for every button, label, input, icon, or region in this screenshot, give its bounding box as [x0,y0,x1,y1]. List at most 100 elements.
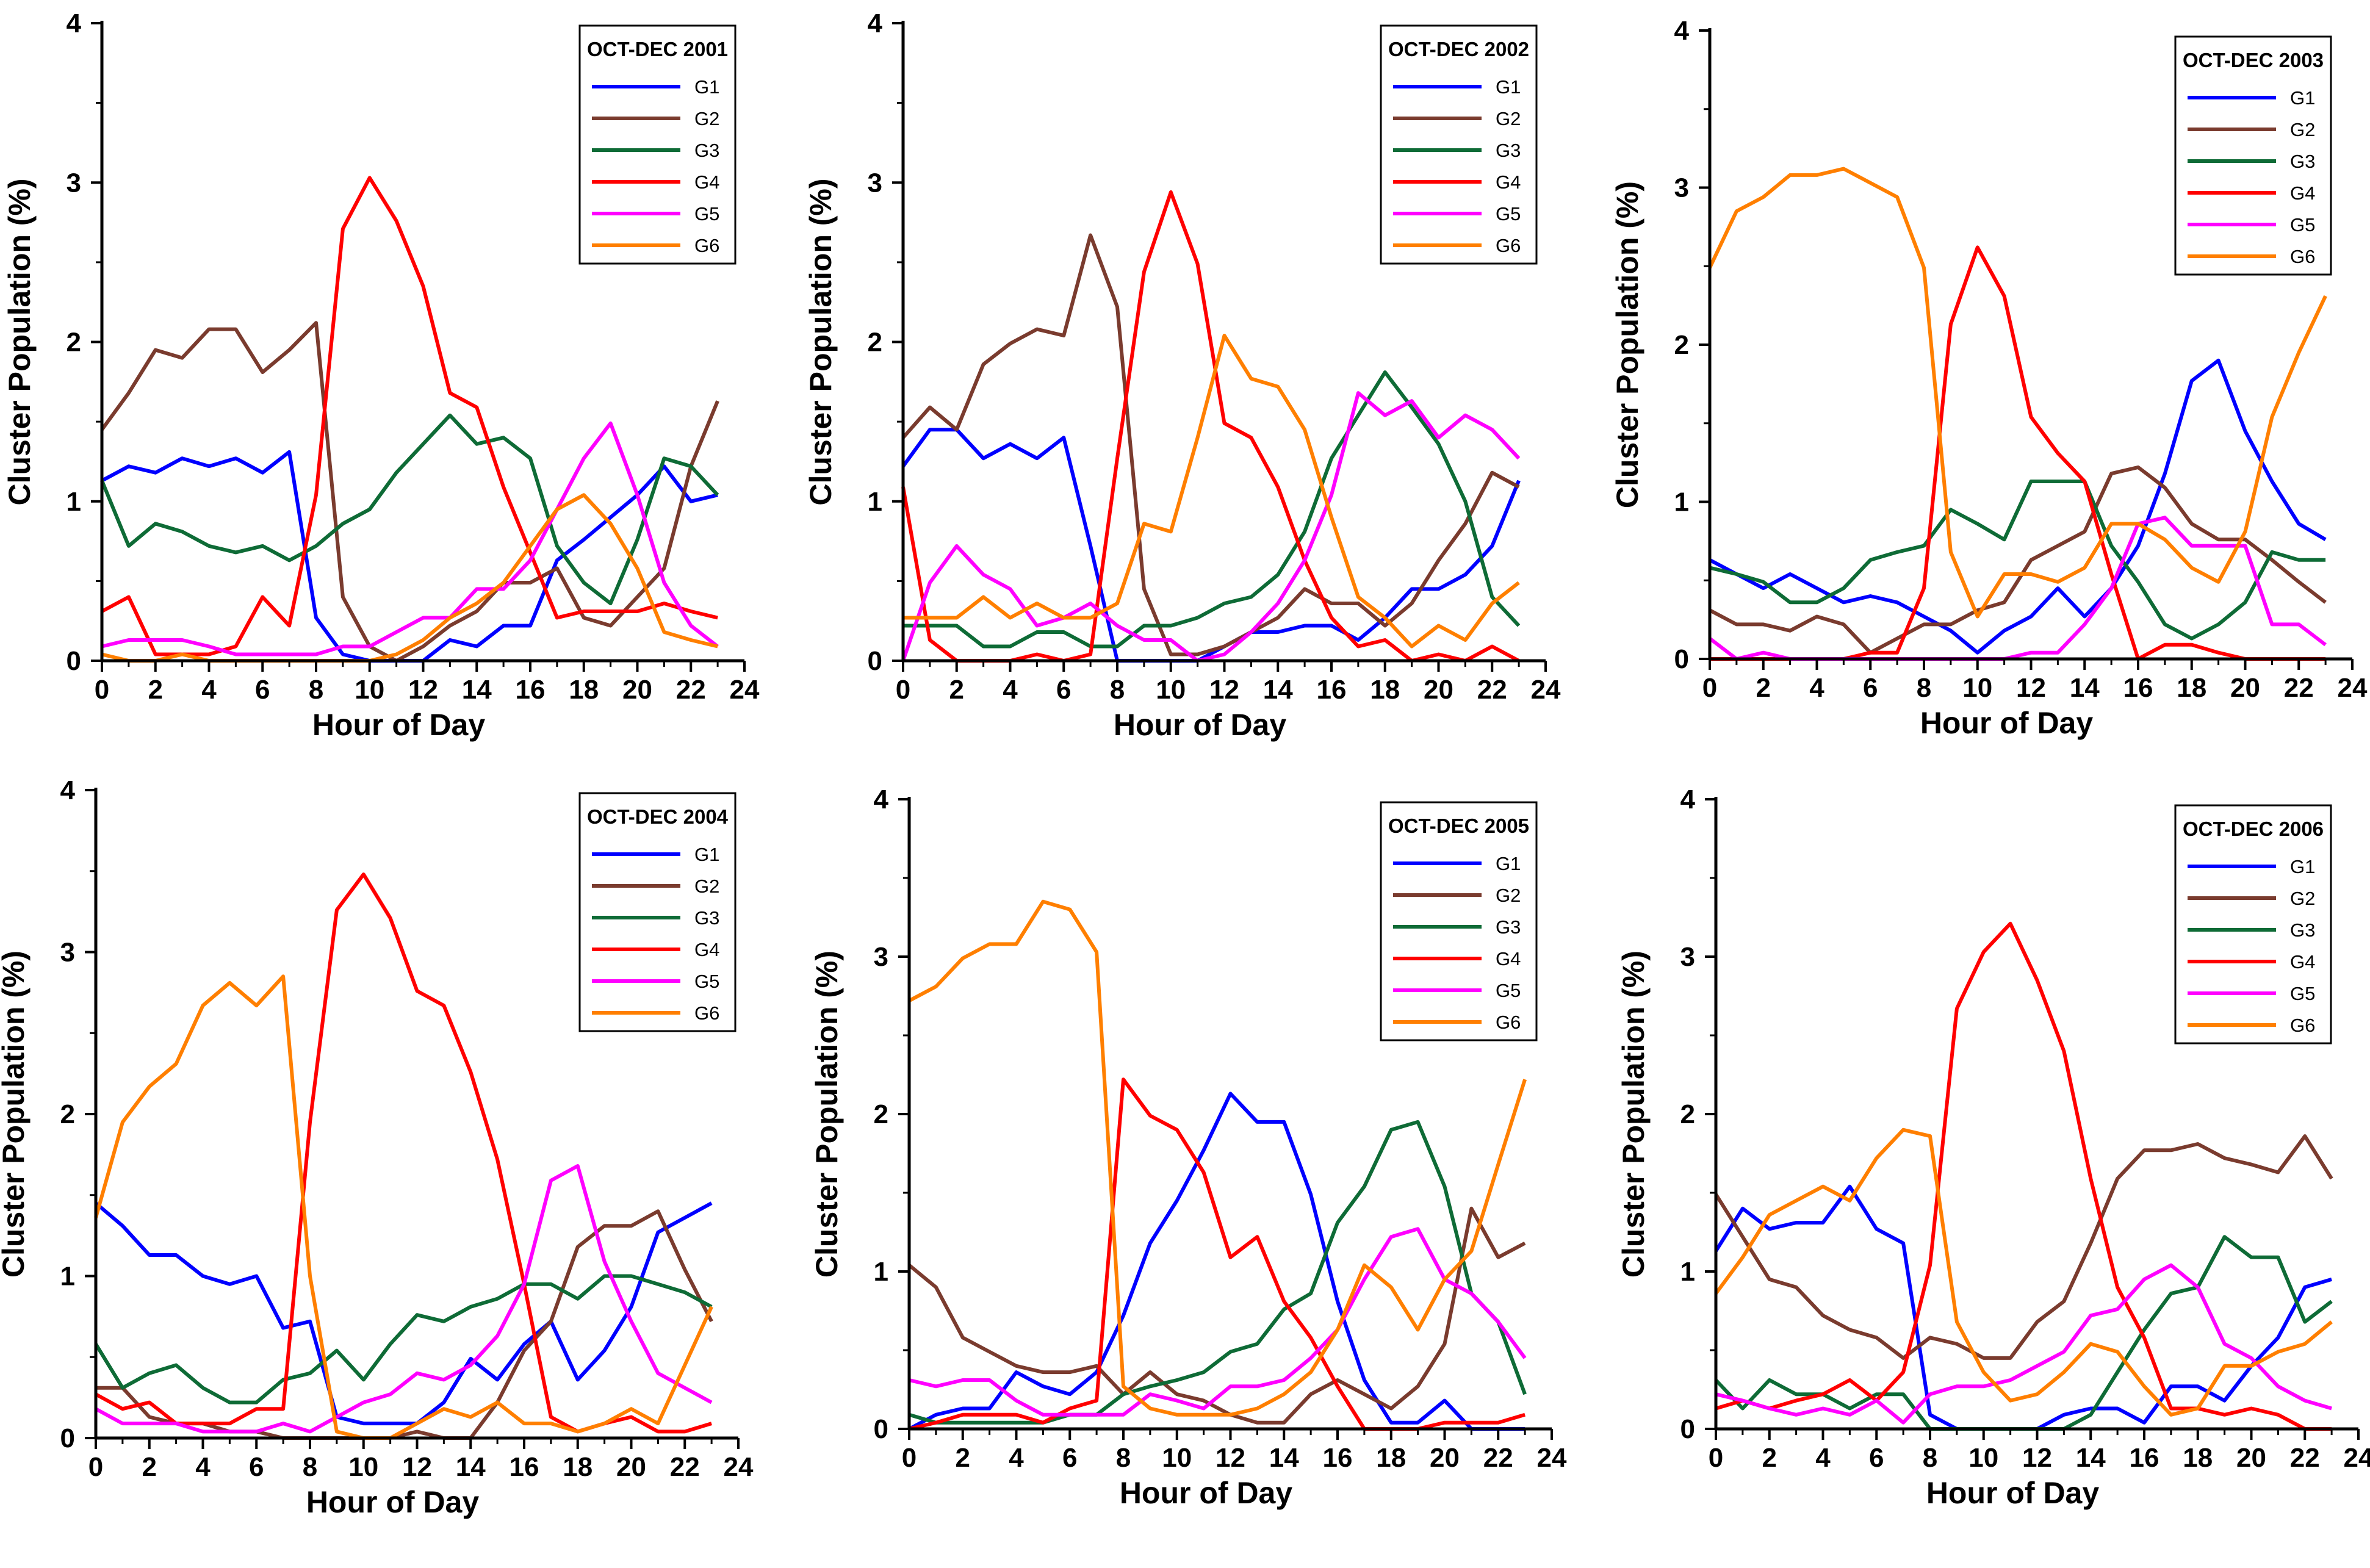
y-tick-label: 1 [868,487,882,517]
x-tick-label: 4 [1809,673,1824,703]
x-tick-label: 22 [1483,1443,1513,1473]
legend-label-g2: G2 [694,108,719,129]
legend-label-g3: G3 [1496,140,1521,161]
series-line-g6 [101,493,718,663]
x-tick-label: 16 [1323,1443,1353,1473]
x-tick-label: 0 [1709,1443,1723,1473]
legend-label-g6: G6 [694,235,719,256]
series-line-g6 [1714,1127,2333,1417]
legend-label-g2: G2 [694,876,719,897]
series-line-g3 [903,370,1521,649]
x-tick-label: 8 [1917,673,1931,703]
series-line-g1 [1709,358,2327,655]
y-tick-label: 2 [1680,1099,1695,1129]
x-tick-label: 6 [1056,675,1071,705]
x-tick-label: 24 [724,1452,754,1482]
y-tick-label: 1 [1680,1257,1695,1287]
x-tick-label: 16 [2130,1443,2159,1473]
x-tick-label: 20 [616,1452,646,1482]
x-tick-label: 10 [1156,675,1186,705]
x-tick-label: 14 [1263,675,1293,705]
legend-label-g1: G1 [2290,856,2315,877]
legend-box [1380,24,1538,265]
x-tick-label: 8 [303,1452,317,1482]
legend-label-g1: G1 [694,76,719,98]
x-axis-label: Hour of Day [1926,1476,2100,1510]
x-tick-label: 18 [2177,673,2206,703]
legend-label-g1: G1 [694,844,719,865]
legend: OCT-DEC 2004 G1 G2 G3 G4 G5 G6 [578,792,737,1032]
x-tick-label: 2 [1762,1443,1777,1473]
x-tick-label: 12 [2022,1443,2052,1473]
x-tick-label: 2 [148,675,163,705]
y-tick-label: 1 [874,1257,888,1287]
series-line-g2 [100,321,719,663]
x-tick-label: 22 [676,675,706,705]
x-tick-label: 12 [2016,673,2046,703]
x-tick-label: 2 [1756,673,1771,703]
legend-box [1380,801,1538,1041]
x-tick-label: 4 [1815,1443,1831,1473]
y-tick-label: 4 [868,9,883,38]
legend-label-g3: G3 [694,907,719,929]
x-tick-label: 22 [2284,673,2314,703]
legend-label-g2: G2 [1496,885,1521,906]
series-line-g5 [101,421,719,656]
y-axis-label: Cluster Population (%) [1616,951,1651,1278]
legend-label-g4: G4 [1496,948,1521,969]
x-tick-label: 0 [902,1443,917,1473]
series-line-g1 [101,450,718,663]
series-line-g3 [100,413,719,605]
legend-label-g5: G5 [2290,214,2315,236]
x-tick-label: 18 [2183,1443,2213,1473]
x-tick-label: 16 [2123,673,2153,703]
x-tick-label: 6 [1863,673,1878,703]
legend-title: OCT-DEC 2001 [587,38,728,60]
series-line-g3 [909,1120,1527,1425]
y-tick-label: 0 [1674,644,1689,674]
x-tick-label: 8 [309,675,323,705]
y-tick-label: 4 [1680,785,1696,815]
y-tick-label: 3 [874,942,888,972]
x-tick-label: 2 [142,1452,157,1482]
legend: OCT-DEC 2006 G1 G2 G3 G4 G5 G6 [2174,804,2332,1045]
x-tick-label: 16 [1317,675,1347,705]
legend-label-g5: G5 [694,203,719,225]
x-tick-label: 14 [1269,1443,1299,1473]
y-axis-label: Cluster Population (%) [1610,181,1644,508]
series-line-g2 [1709,465,2327,655]
x-tick-label: 18 [1376,1443,1406,1473]
series-line-g6 [1708,167,2327,619]
y-tick-label: 3 [868,168,882,198]
legend: OCT-DEC 2002 G1 G2 G3 G4 G5 G6 [1380,24,1538,265]
x-tick-label: 12 [1209,675,1239,705]
x-tick-label: 0 [1702,673,1717,703]
legend-label-g6: G6 [2290,1015,2315,1036]
series-line-g2 [901,233,1520,656]
y-tick-label: 0 [874,1414,888,1444]
y-axis-label: Cluster Population (%) [2,178,37,505]
x-tick-label: 12 [402,1452,432,1482]
x-tick-label: 10 [348,1452,378,1482]
x-tick-label: 6 [255,675,270,705]
legend: OCT-DEC 2005 G1 G2 G3 G4 G5 G6 [1380,801,1538,1041]
legend-label-g2: G2 [2290,119,2315,140]
legend-label-g3: G3 [2290,919,2315,941]
x-tick-label: 22 [1477,675,1507,705]
y-tick-label: 0 [67,646,81,676]
series-line-g5 [909,1227,1527,1417]
y-axis-label: Cluster Population (%) [810,951,844,1278]
legend-title: OCT-DEC 2005 [1388,815,1529,837]
legend-label-g1: G1 [1496,853,1521,874]
legend-label-g4: G4 [2290,951,2315,973]
legend: OCT-DEC 2001 G1 G2 G3 G4 G5 G6 [578,24,737,265]
x-tick-label: 2 [956,1443,970,1473]
x-tick-label: 22 [2290,1443,2320,1473]
x-tick-label: 24 [2338,673,2368,703]
x-tick-label: 8 [1923,1443,1937,1473]
legend-label-g6: G6 [1496,235,1521,256]
x-tick-label: 18 [1370,675,1400,705]
